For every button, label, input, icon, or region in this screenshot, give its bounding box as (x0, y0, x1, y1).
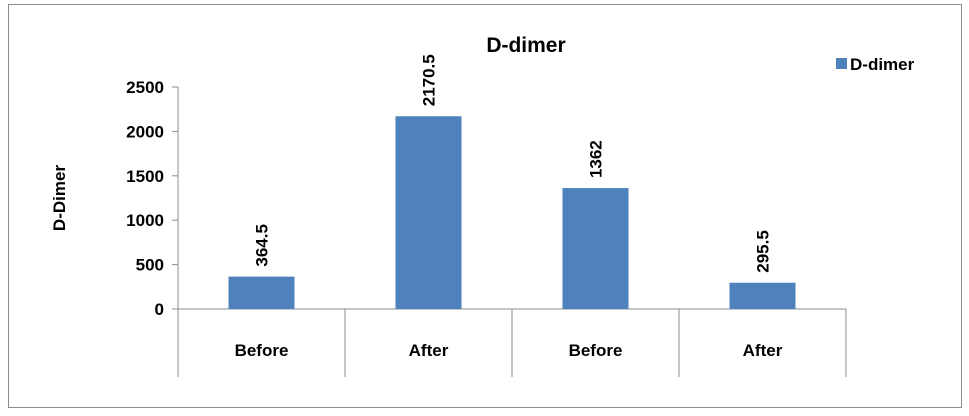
y-tick-label: 1500 (126, 167, 164, 186)
x-tick-label: Before (569, 341, 623, 360)
y-axis-label: D-Dimer (50, 165, 69, 232)
y-tick-label: 1000 (126, 211, 164, 230)
x-tick-label: After (743, 341, 783, 360)
bar (395, 116, 462, 309)
y-tick-label: 2000 (126, 122, 164, 141)
data-labels: 364.5 2170.5 1362 295.5 (253, 54, 773, 273)
data-label: 295.5 (754, 230, 773, 273)
data-label: 1362 (587, 140, 606, 178)
bar (729, 282, 796, 309)
chart-frame (8, 4, 962, 408)
y-tick-label: 2500 (126, 78, 164, 97)
legend: D-dimer (836, 55, 915, 74)
bars (228, 116, 796, 309)
x-tick-label: After (409, 341, 449, 360)
y-tick-label: 0 (155, 300, 164, 319)
data-label: 2170.5 (420, 54, 439, 106)
legend-label: D-dimer (850, 55, 915, 74)
x-tick-label: Before (235, 341, 289, 360)
axes: 0 500 1000 1500 2000 2500 Before After Before Aft… (126, 78, 847, 377)
bar (228, 276, 295, 309)
data-label: 364.5 (253, 224, 272, 267)
bar (562, 188, 629, 309)
chart-title: D-dimer (486, 34, 565, 57)
y-tick-label: 500 (136, 256, 164, 275)
legend-swatch (836, 58, 847, 69)
